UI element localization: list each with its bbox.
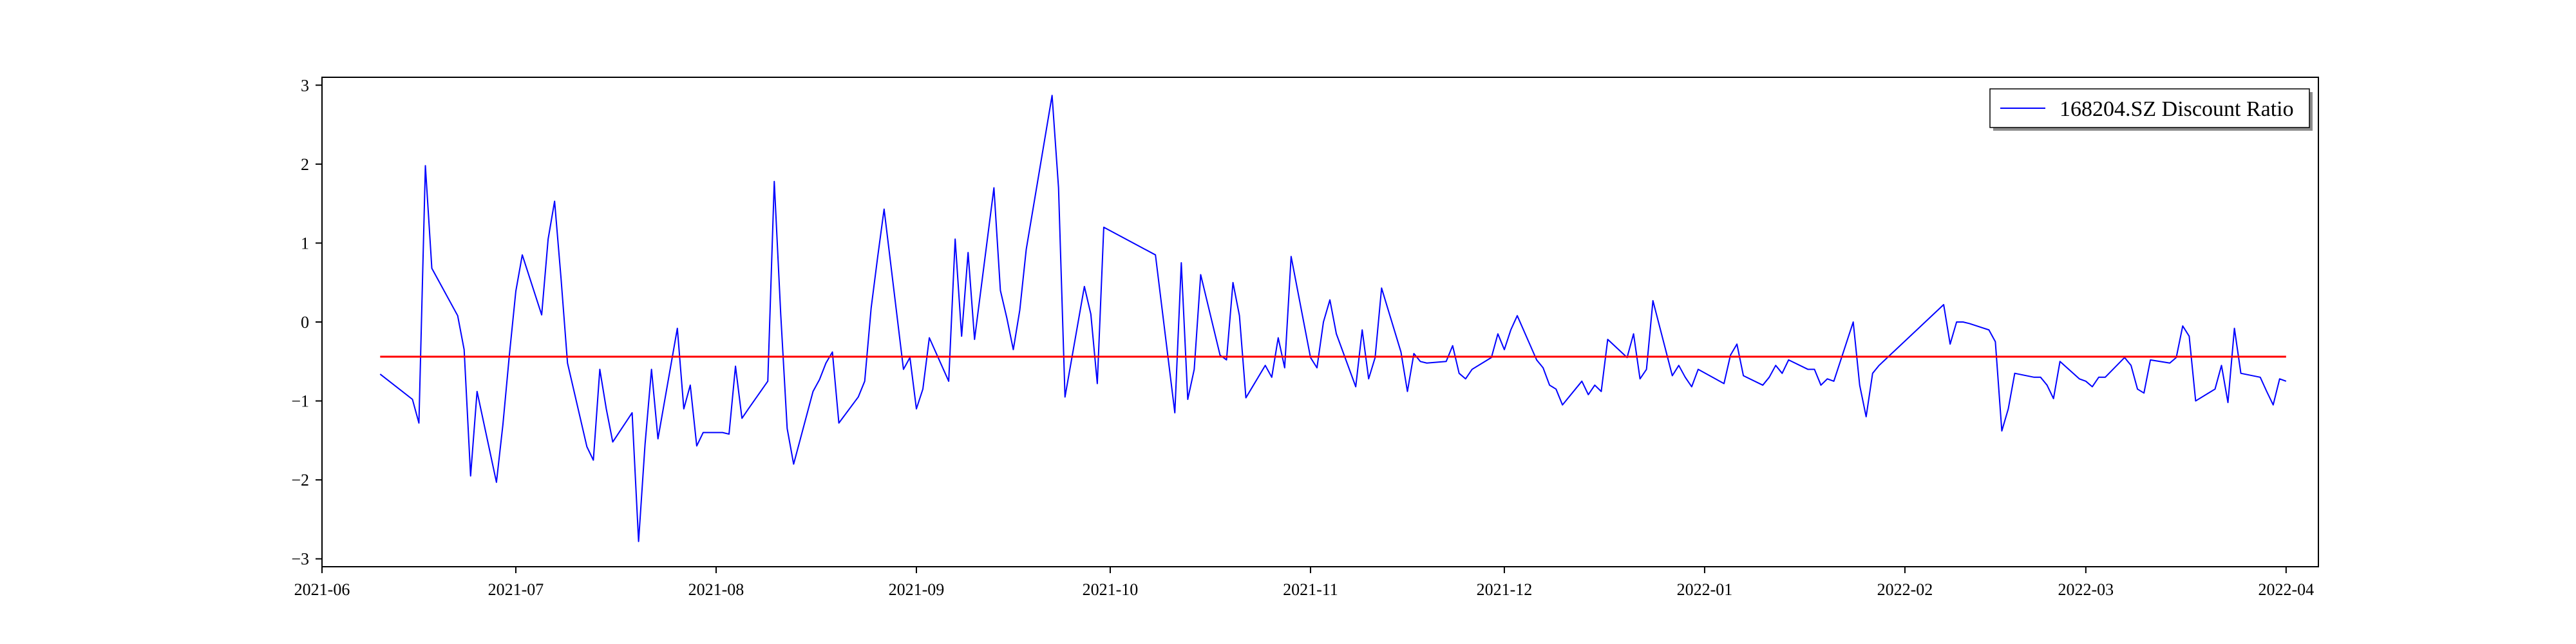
y-tick-label: 1 bbox=[301, 234, 309, 252]
x-tick-label: 2022-03 bbox=[2058, 580, 2114, 599]
y-tick-label: −2 bbox=[291, 471, 309, 489]
x-tick-label: 2021-09 bbox=[889, 580, 945, 599]
x-tick-label: 2021-08 bbox=[688, 580, 744, 599]
legend: 168204.SZ Discount Ratio bbox=[1989, 88, 2313, 131]
x-tick-label: 2021-10 bbox=[1083, 580, 1139, 599]
x-tick-label: 2021-11 bbox=[1283, 580, 1338, 599]
y-tick-label: −1 bbox=[291, 392, 309, 411]
plot-layer: −3 −2 −1 0 1 2 3 2021-06 2021-07 2021-08 2021-09 20… bbox=[291, 76, 2319, 599]
y-tick-label: 3 bbox=[301, 76, 309, 95]
series-line-0 bbox=[379, 95, 2287, 542]
x-tick-label: 2021-06 bbox=[294, 580, 350, 599]
y-tick-label: 2 bbox=[301, 155, 309, 174]
legend-label: 168204.SZ Discount Ratio bbox=[2060, 97, 2294, 121]
y-tick-label: −3 bbox=[291, 550, 309, 569]
x-tick-label: 2022-01 bbox=[1677, 580, 1733, 599]
x-tick-label: 2021-12 bbox=[1477, 580, 1533, 599]
x-tick-label: 2022-04 bbox=[2259, 580, 2315, 599]
x-tick-label: 2022-02 bbox=[1877, 580, 1933, 599]
y-tick-label: 0 bbox=[301, 313, 309, 332]
x-tick-label: 2021-07 bbox=[488, 580, 544, 599]
